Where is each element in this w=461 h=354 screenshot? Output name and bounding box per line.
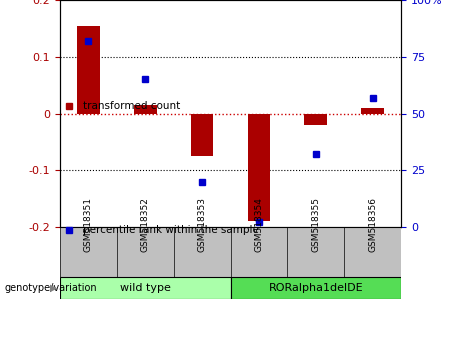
Text: transformed count: transformed count: [83, 101, 180, 111]
Text: wild type: wild type: [120, 283, 171, 293]
Text: GSM518355: GSM518355: [311, 197, 320, 252]
Bar: [304, 114, 327, 125]
Bar: [134, 105, 157, 114]
Bar: [361, 108, 384, 114]
Bar: [191, 114, 213, 156]
Text: GSM518354: GSM518354: [254, 197, 263, 252]
Text: GSM518351: GSM518351: [84, 197, 93, 252]
Text: percentile rank within the sample: percentile rank within the sample: [83, 225, 259, 235]
Text: GSM518353: GSM518353: [198, 197, 207, 252]
Text: GSM518356: GSM518356: [368, 197, 377, 252]
Text: RORalpha1delDE: RORalpha1delDE: [268, 283, 363, 293]
Bar: [60, 277, 230, 299]
Bar: [230, 277, 401, 299]
Text: GSM518352: GSM518352: [141, 197, 150, 252]
Text: ▶: ▶: [50, 283, 58, 293]
Bar: [77, 25, 100, 114]
Text: genotype/variation: genotype/variation: [5, 283, 97, 293]
Bar: [248, 114, 270, 221]
